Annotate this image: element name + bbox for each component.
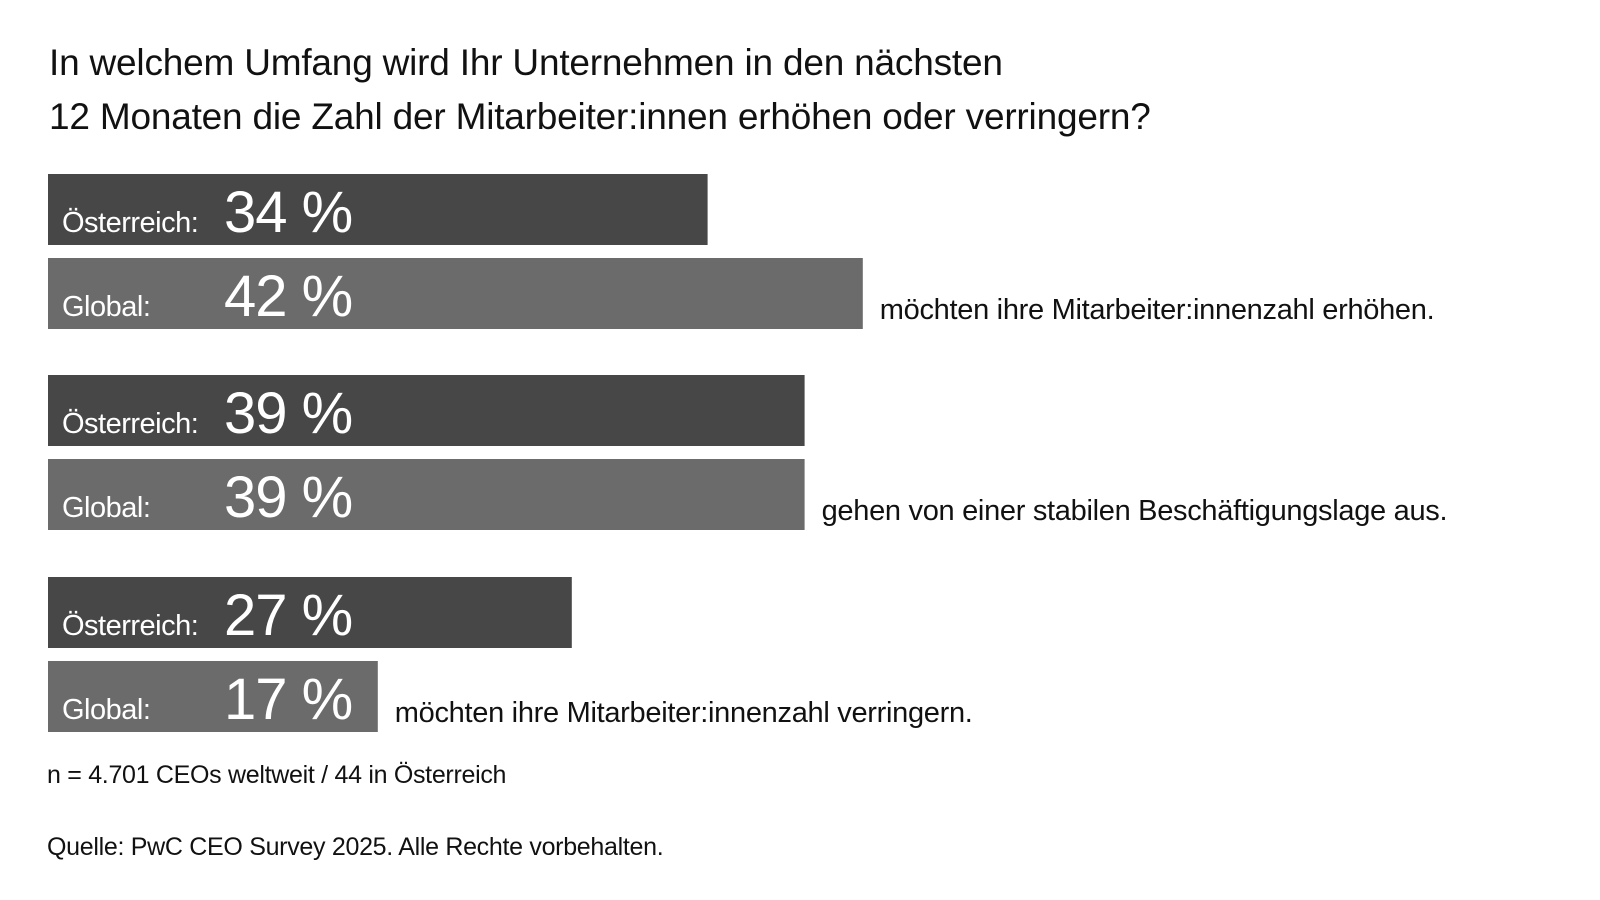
bar-group-1: Österreich: 34 % Global: 42 % möchten ihre M… [48,174,1435,329]
category-label-1: möchten ihre Mitarbeiter:innenzahl erhöh… [880,294,1435,326]
chart-title-line-1: In welchem Umfang wird Ihr Unternehmen i… [49,42,1003,83]
sample-note: n = 4.701 CEOs weltweit / 44 in Österrei… [47,761,507,789]
bar-oesterreich-1 [48,174,708,245]
chart-title-line-2: 12 Monaten die Zahl der Mitarbeiter:inne… [49,96,1151,137]
series-label-global-2: Global: [62,492,150,524]
value-label-global-1: 42 % [224,264,352,329]
value-label-oesterreich-3: 27 % [224,583,352,648]
bar-group-3: Österreich: 27 % Global: 17 % möchten ihre M… [48,577,973,732]
bar-oesterreich-3 [48,577,572,648]
series-label-oesterreich-2: Österreich: [62,408,198,440]
bar-oesterreich-2 [48,375,805,446]
bar-group-2: Österreich: 39 % Global: 39 % gehen von eine… [48,375,1448,530]
series-label-oesterreich-3: Österreich: [62,610,198,642]
series-label-oesterreich-1: Österreich: [62,207,198,239]
value-label-global-2: 39 % [224,465,352,530]
chart-title: In welchem Umfang wird Ihr Unternehmen i… [49,36,1449,144]
series-label-global-1: Global: [62,291,150,323]
value-label-oesterreich-1: 34 % [224,180,352,245]
value-label-oesterreich-2: 39 % [224,381,352,446]
category-label-2: gehen von einer stabilen Beschäftigungsl… [822,495,1448,527]
bar-global-2 [48,459,805,530]
bar-global-1 [48,258,863,329]
series-label-global-3: Global: [62,694,150,726]
source-note: Quelle: PwC CEO Survey 2025. Alle Rechte… [47,833,664,861]
value-label-global-3: 17 % [224,667,352,732]
category-label-3: möchten ihre Mitarbeiter:innenzahl verri… [395,697,973,729]
bar-global-3 [48,661,378,732]
